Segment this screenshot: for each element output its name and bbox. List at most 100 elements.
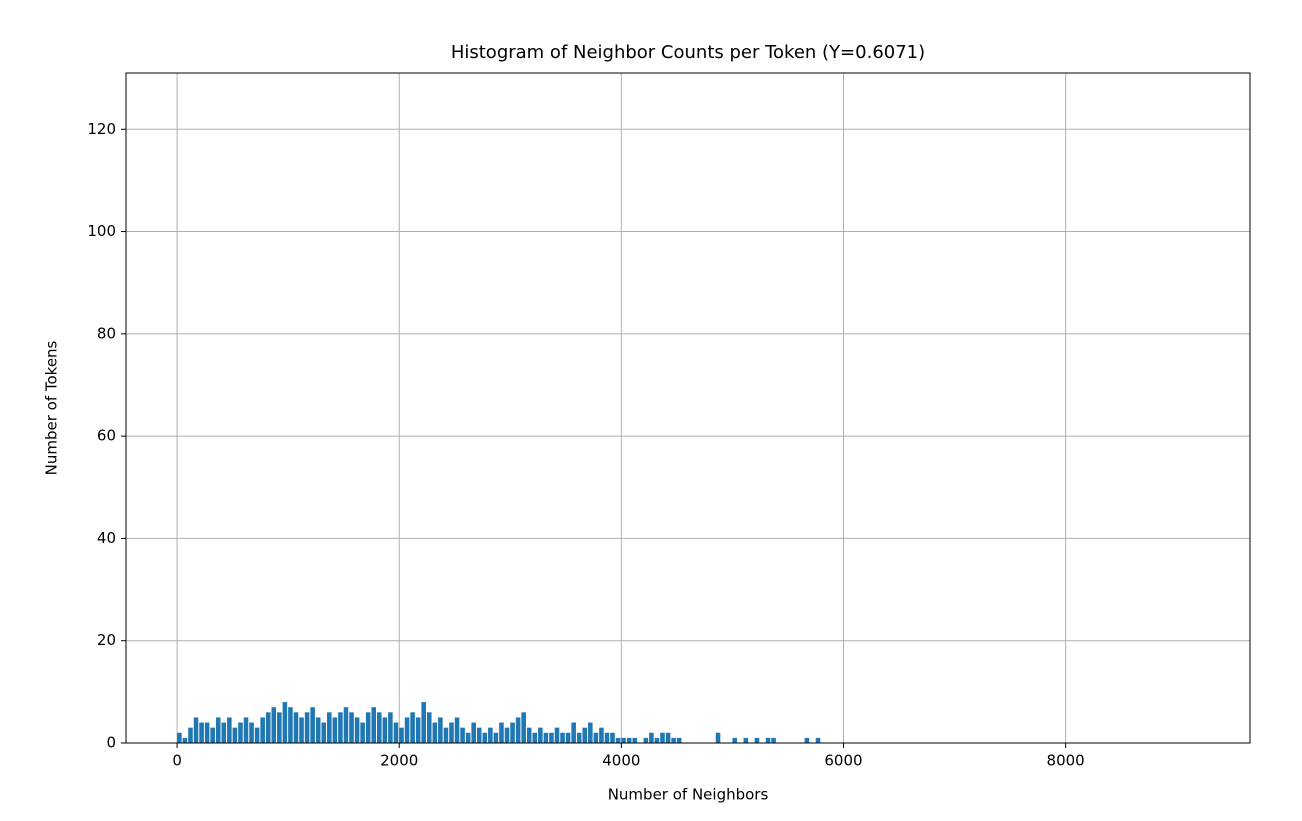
bar [354,717,360,743]
bar [238,722,243,743]
bar [543,732,549,743]
bar [310,707,315,743]
bar [338,712,343,743]
bar [410,712,415,743]
bar [182,737,188,743]
bar [249,722,254,743]
bar [193,717,199,743]
bar [382,717,388,743]
bar [743,737,749,743]
bar [327,712,332,743]
chart-title: Histogram of Neighbor Counts per Token (… [451,42,925,63]
bar [260,717,265,743]
bar [232,727,238,743]
bar [660,732,665,743]
bar [476,727,482,743]
x-axis-label: Number of Neighbors [608,786,769,804]
bar [493,732,499,743]
bar [571,722,576,743]
y-axis-label: Number of Tokens [43,340,61,475]
bar [404,717,410,743]
bar [521,712,526,743]
bar [771,737,776,743]
bar [649,732,654,743]
bar [277,712,282,743]
bar [438,717,443,743]
bar [643,737,649,743]
bar [538,727,543,743]
bar [460,727,465,743]
bar [671,737,676,743]
bar [565,732,571,743]
bar [765,737,771,743]
y-tick-label: 80 [97,324,116,342]
bar [526,727,532,743]
bar [299,717,304,743]
bar [221,722,227,743]
bar [399,727,404,743]
bar [349,712,354,743]
bar [599,727,604,743]
bar [715,732,721,743]
bar [454,717,460,743]
bar [388,712,393,743]
x-tick-label: 4000 [602,752,640,770]
bar [593,732,599,743]
bar [432,722,438,743]
bar [315,717,321,743]
bar [443,727,449,743]
x-tick-label: 0 [172,752,182,770]
bar [482,732,488,743]
axes-frame [125,72,1251,744]
bar [199,722,204,743]
bar [177,732,182,743]
bar [227,717,232,743]
bar [560,732,565,743]
bar [471,722,476,743]
bar [215,717,221,743]
bar [465,732,471,743]
x-tick-label: 8000 [1047,752,1085,770]
bar [332,717,338,743]
x-tick-label: 2000 [380,752,418,770]
y-tick-label: 120 [87,120,116,138]
bar [210,727,215,743]
bar [515,717,521,743]
bar [293,712,299,743]
bar [254,727,260,743]
y-tick-label: 0 [106,734,116,752]
y-tick-label: 40 [97,529,116,547]
bar [510,722,515,743]
y-tick-label: 20 [97,631,116,649]
bar [365,712,371,743]
bar [665,732,671,743]
bar [288,707,293,743]
bar [815,737,821,743]
bar [304,712,310,743]
bar [321,722,327,743]
bar [676,737,682,743]
bar [549,732,554,743]
bar [377,712,382,743]
bar [271,707,277,743]
bar [449,722,454,743]
bar [488,727,493,743]
y-tick-label: 60 [97,427,116,445]
bar [421,702,426,743]
bar [282,702,288,743]
bar [554,727,560,743]
bar [610,732,615,743]
bar [393,722,399,743]
bar [343,707,349,743]
bar [732,737,737,743]
bar [654,737,660,743]
bar [426,712,432,743]
x-tick-label: 6000 [824,752,862,770]
bar [754,737,760,743]
bar [604,732,610,743]
bar [504,727,510,743]
bar [621,737,626,743]
bar [499,722,504,743]
